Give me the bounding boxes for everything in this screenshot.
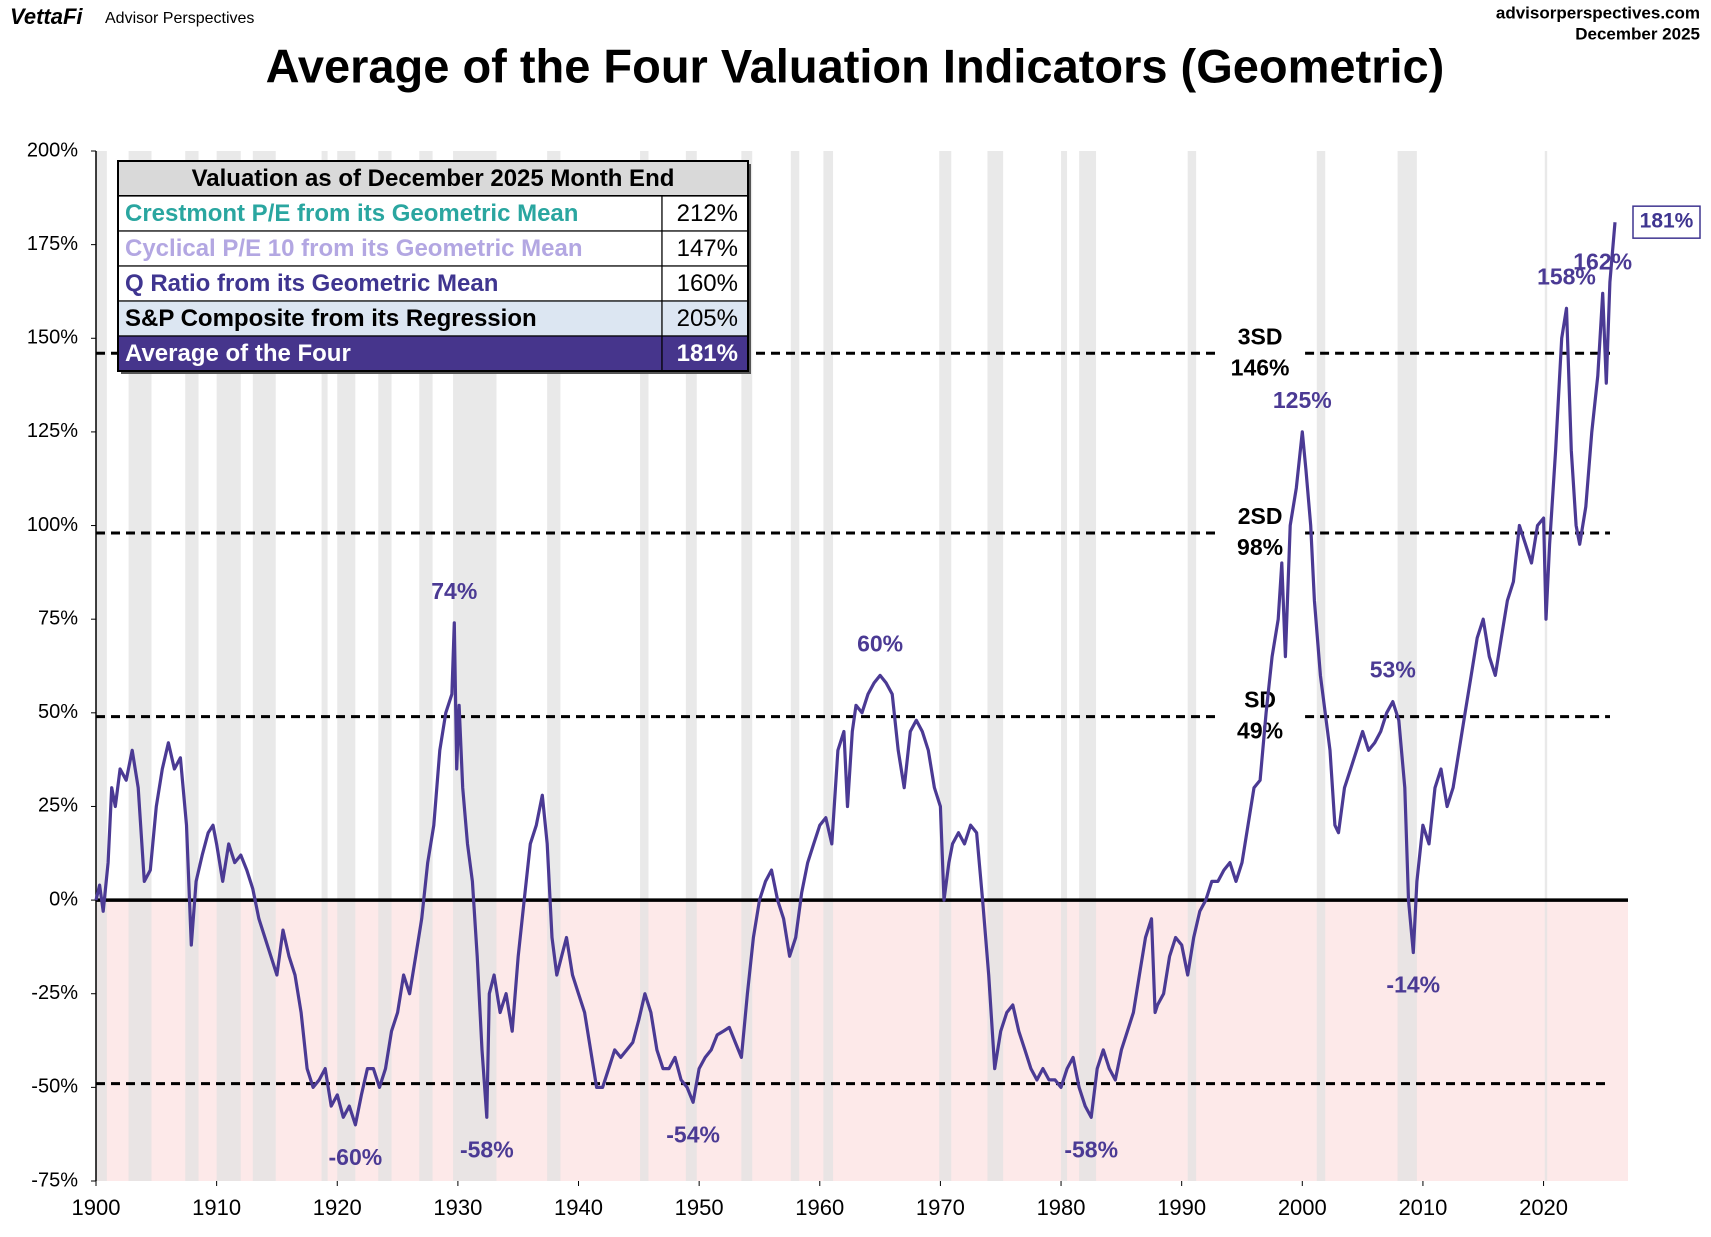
y-tick-label: 125% <box>27 420 78 442</box>
table-row-name: Q Ratio from its Geometric Mean <box>125 270 498 297</box>
table-border <box>117 160 749 372</box>
recession-band <box>939 151 952 1181</box>
recession-band <box>987 151 1004 1181</box>
table-row-value: 160% <box>677 270 738 297</box>
recession-band <box>378 151 392 1181</box>
date: December 2025 <box>1575 24 1700 43</box>
table-header-cell <box>117 160 749 197</box>
x-tick-label: 1900 <box>72 1195 121 1220</box>
recession-band <box>337 151 356 1181</box>
table-row-name: Cyclical P/E 10 from its Geometric Mean <box>125 235 583 262</box>
x-tick-label: 2020 <box>1519 1195 1568 1220</box>
annotation: 181% <box>1640 210 1694 233</box>
table-cell <box>117 230 663 267</box>
x-tick-label: 2000 <box>1278 1195 1327 1220</box>
y-tick-label: 100% <box>27 514 78 536</box>
table-row-value: 205% <box>677 305 738 332</box>
annotation: 158% <box>1537 263 1596 289</box>
y-tick-label: 0% <box>49 888 78 910</box>
table-cell <box>117 195 663 232</box>
y-tick-label: -25% <box>31 982 78 1004</box>
table-row-name: Crestmont P/E from its Geometric Mean <box>125 200 578 227</box>
recession-band <box>128 151 152 1181</box>
reference-label: 3SD <box>1238 323 1283 349</box>
y-tick-label: 150% <box>27 327 78 349</box>
recession-band <box>1061 151 1068 1181</box>
series-line <box>94 222 1617 1127</box>
recession-band <box>790 151 800 1181</box>
annotation: -58% <box>1064 1136 1118 1162</box>
y-tick-label: -50% <box>31 1076 78 1098</box>
annotation: -54% <box>666 1121 720 1147</box>
recession-band <box>1079 151 1097 1181</box>
recession-band <box>96 151 107 1181</box>
table-title: Valuation as of December 2025 Month End <box>192 165 675 192</box>
annotation: 60% <box>857 630 903 656</box>
table-row-value: 181% <box>677 340 738 367</box>
annotation: 53% <box>1370 657 1416 683</box>
reference-label: SD <box>1244 687 1276 713</box>
annotation: -60% <box>329 1144 383 1170</box>
recession-band <box>321 151 328 1181</box>
x-tick-label: 1940 <box>554 1195 603 1220</box>
brand: VettaFi <box>10 4 83 29</box>
recession-band <box>1544 151 1548 1181</box>
table-row-name: S&P Composite from its Regression <box>125 305 537 332</box>
recession-band <box>1187 151 1197 1181</box>
annotation: -58% <box>460 1136 514 1162</box>
recession-band <box>419 151 433 1181</box>
annotation: 125% <box>1273 387 1332 413</box>
table-row-name: Average of the Four <box>125 340 351 367</box>
table-row-value: 212% <box>677 200 738 227</box>
table-row-value: 147% <box>677 235 738 262</box>
x-tick-label: 1960 <box>795 1195 844 1220</box>
x-tick-label: 1990 <box>1157 1195 1206 1220</box>
x-tick-label: 1950 <box>675 1195 724 1220</box>
reference-value: 98% <box>1237 534 1283 560</box>
x-tick-label: 1920 <box>313 1195 362 1220</box>
x-tick-label: 1930 <box>433 1195 482 1220</box>
recession-band <box>741 151 753 1181</box>
annotation: -14% <box>1386 972 1440 998</box>
table-cell <box>661 335 749 372</box>
y-tick-label: 25% <box>38 795 78 817</box>
recession-band <box>685 151 697 1181</box>
x-tick-label: 1980 <box>1037 1195 1086 1220</box>
table-cell <box>661 265 749 302</box>
site: advisorperspectives.com <box>1496 3 1700 22</box>
recession-band <box>185 151 199 1181</box>
x-tick-label: 1910 <box>192 1195 241 1220</box>
reference-label: 2SD <box>1238 503 1283 529</box>
y-tick-label: 175% <box>27 233 78 255</box>
table-cell <box>661 195 749 232</box>
y-tick-label: 50% <box>38 701 78 723</box>
annotation: 74% <box>431 578 477 604</box>
y-tick-label: 75% <box>38 607 78 629</box>
recession-band <box>823 151 834 1181</box>
table-cell <box>661 230 749 267</box>
reference-value: 49% <box>1237 718 1283 744</box>
y-tick-label: 200% <box>27 139 78 161</box>
annotation-box <box>1632 205 1701 239</box>
y-tick-label: -75% <box>31 1169 78 1191</box>
x-tick-label: 1970 <box>916 1195 965 1220</box>
x-tick-label: 2010 <box>1398 1195 1447 1220</box>
recession-band <box>640 151 649 1181</box>
recession-band <box>252 151 276 1181</box>
reference-value: 146% <box>1231 354 1290 380</box>
chart-title: Average of the Four Valuation Indicators… <box>266 39 1445 92</box>
annotation: 162% <box>1573 248 1632 274</box>
brand-sub: Advisor Perspectives <box>105 10 254 27</box>
